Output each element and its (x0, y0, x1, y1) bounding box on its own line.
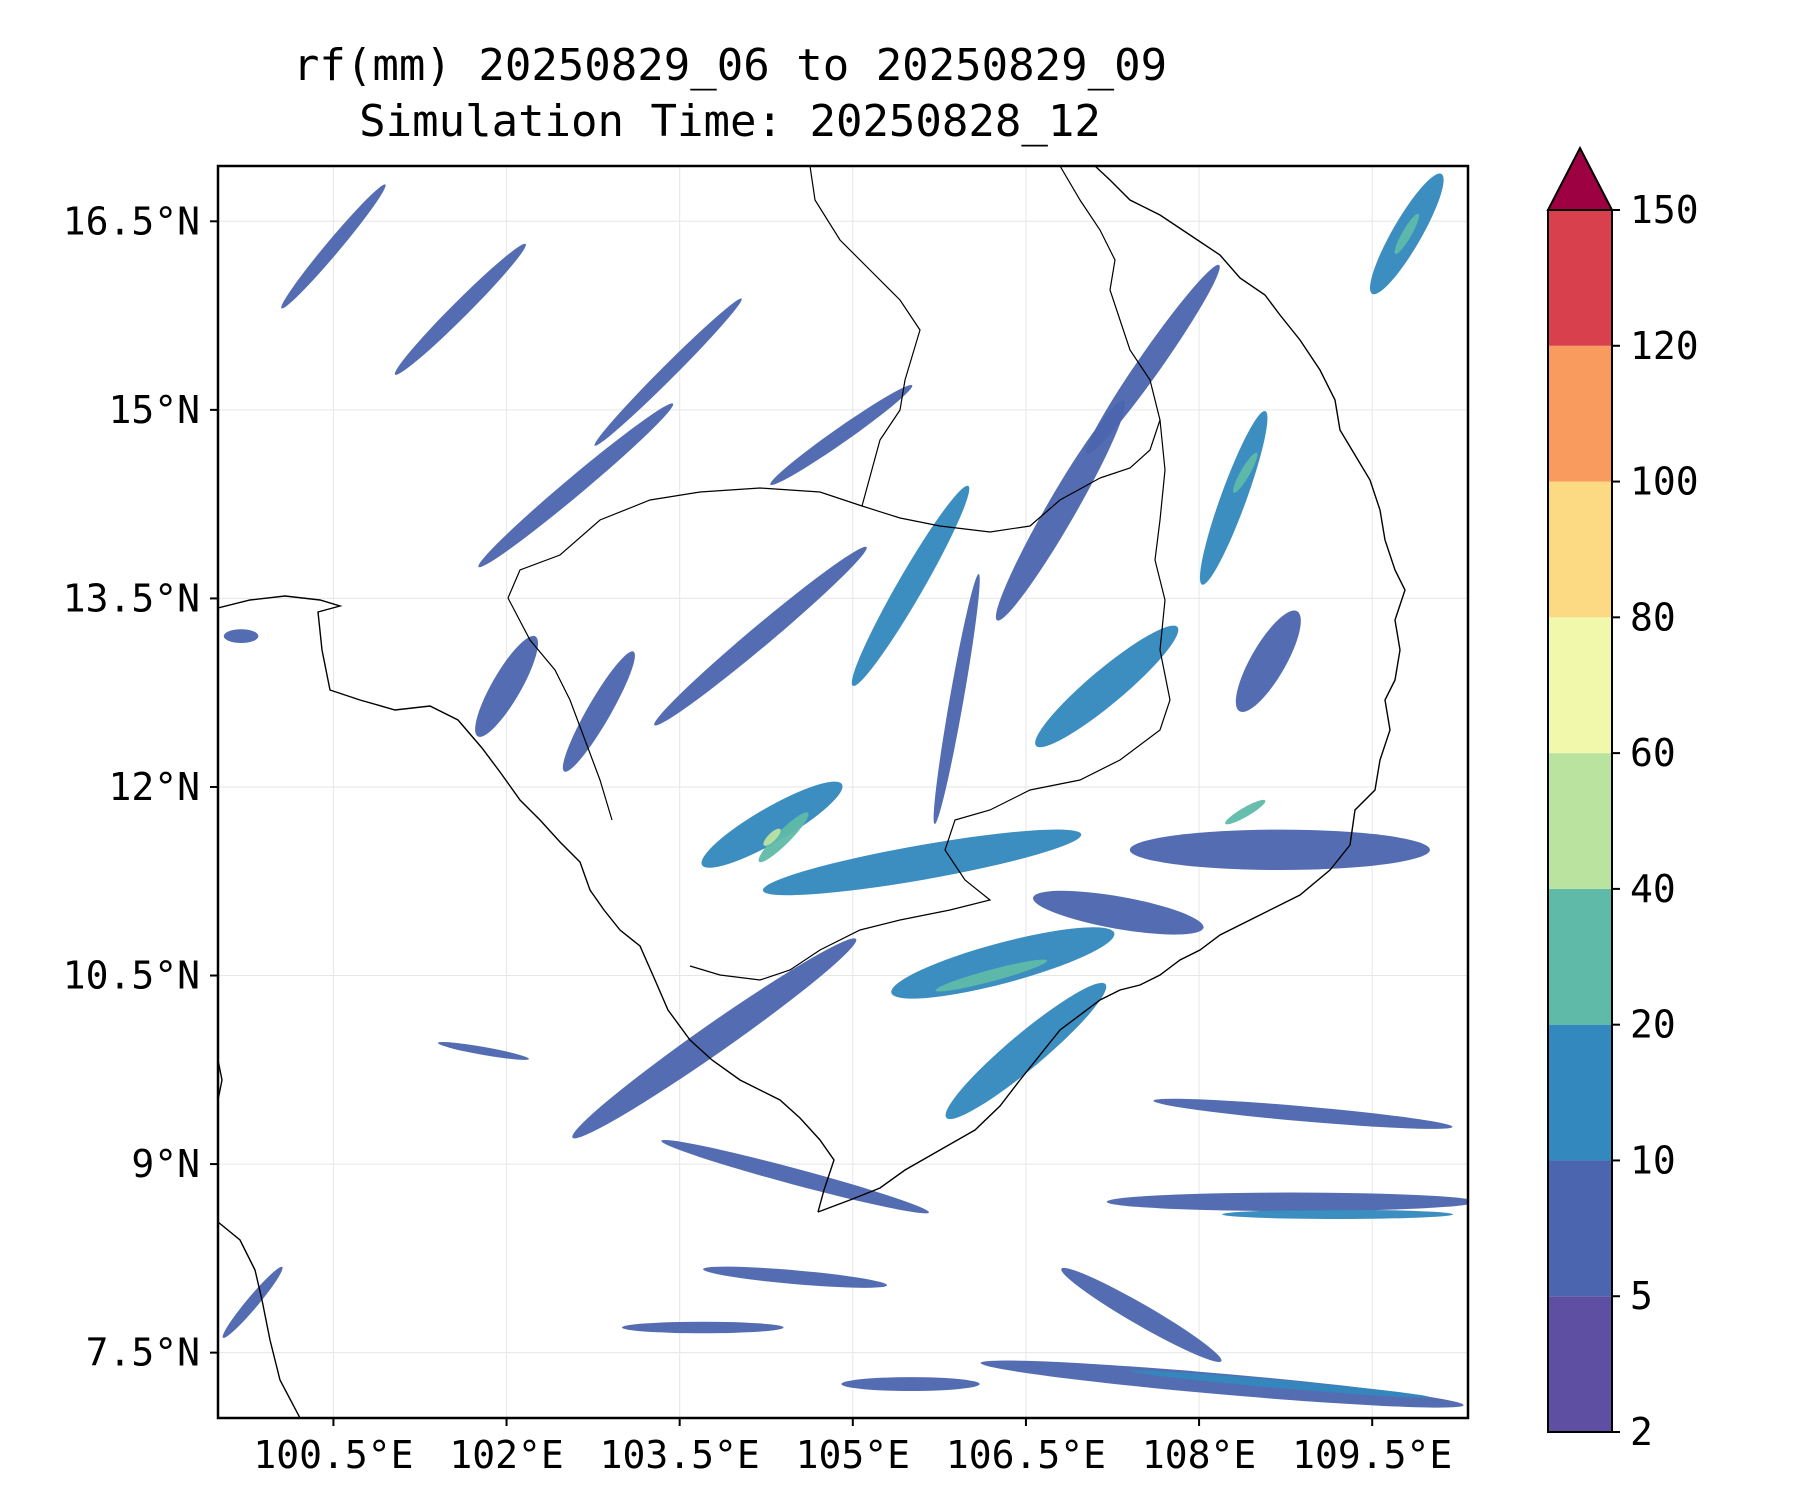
plot-title: rf(mm) 20250829_06 to 20250829_09 (292, 40, 1168, 91)
y-tick-label-6: 7.5°N (86, 1331, 200, 1375)
colorbar: 2 5 10 20 40 60 80 100 120 150 (1546, 145, 1699, 1454)
y-tick-label-3: 12°N (108, 765, 200, 809)
y-tick-label-4: 10.5°N (63, 954, 200, 998)
country-borders (507, 166, 1171, 981)
colorbar-segment-8 (1548, 210, 1612, 346)
colorbar-segment-5 (1548, 617, 1612, 754)
rain-cell-31 (703, 1266, 888, 1288)
colorbar-label-8: 120 (1630, 324, 1699, 368)
rain-cell-20 (891, 927, 1115, 999)
rain-cell-12 (1235, 610, 1301, 712)
rain-cell-19 (762, 829, 1082, 896)
rain-cell-29 (1153, 1098, 1453, 1129)
colorbar-label-9: 150 (1630, 188, 1699, 232)
rain-cell-24 (1129, 829, 1430, 871)
rain-cell-23 (945, 982, 1107, 1120)
rain-cell-8 (1086, 264, 1220, 455)
rain-cell-16 (701, 781, 843, 868)
colorbar-label-3: 20 (1630, 1003, 1676, 1047)
colorbar-segment-7 (1548, 345, 1612, 482)
x-tick-label-1: 102°E (449, 1433, 563, 1477)
coastline-malay-peninsula (218, 1221, 301, 1418)
border-thailand-cambodia-south (507, 597, 613, 821)
y-tick-label-0: 16.5°N (63, 199, 200, 243)
rain-cell-37 (222, 1266, 283, 1338)
rain-cell-30 (1222, 1209, 1453, 1219)
rain-cell-6 (851, 485, 970, 687)
rain-cell-0 (281, 184, 386, 309)
colorbar-label-0: 2 (1630, 1410, 1653, 1454)
plot-frame (216, 164, 1470, 1420)
colorbar-extend-arrow (1546, 145, 1614, 211)
border-thailand-cambodia (507, 477, 1101, 599)
colorbar-label-5: 60 (1630, 731, 1676, 775)
x-tick-label-6: 109.5°E (1292, 1433, 1452, 1477)
y-tick-label-1: 15°N (108, 388, 200, 432)
colorbar-segment-3 (1548, 888, 1612, 1025)
rain-cell-10 (1233, 452, 1258, 493)
rain-cell-41 (933, 573, 980, 825)
y-tick-label-2: 13.5°N (63, 576, 200, 620)
colorbar-label-2: 10 (1630, 1138, 1676, 1182)
rain-cell-2 (478, 403, 674, 568)
x-tick-label-2: 103.5°E (600, 1433, 760, 1477)
rain-cell-5 (654, 546, 867, 726)
x-tick-label-0: 100.5°E (253, 1433, 413, 1477)
rain-cell-18 (763, 828, 781, 846)
coastline-south-central-vietnam (1094, 166, 1406, 846)
y-axis: 16.5°N 15°N 13.5°N 12°N 10.5°N 9°N 7.5°N (63, 199, 218, 1375)
coastline-mekong-delta (817, 844, 1351, 1213)
colorbar-label-6: 80 (1630, 595, 1676, 639)
colorbar-label-7: 100 (1630, 460, 1699, 504)
border-laos-thailand (809, 166, 921, 507)
colorbar-label-4: 40 (1630, 867, 1676, 911)
rain-cell-11 (1035, 625, 1179, 748)
rain-cell-3 (594, 298, 742, 446)
colorbar-segment-2 (1548, 1024, 1612, 1161)
rain-cell-33 (1061, 1267, 1222, 1362)
x-axis: 100.5°E 102°E 103.5°E 105°E 106.5°E 108°E 109.… (253, 1418, 1452, 1477)
rain-cell-14 (1394, 213, 1420, 255)
rain-cell-34 (980, 1360, 1464, 1408)
border-laos-vietnam (1059, 166, 1161, 479)
rain-cell-32 (621, 1321, 784, 1334)
rain-cell-36 (841, 1377, 980, 1391)
rain-cell-15 (475, 635, 538, 737)
border-cambodia-vietnam (689, 419, 1171, 981)
x-tick-label-4: 106.5°E (946, 1433, 1106, 1477)
coastline-malay-west (218, 1059, 223, 1101)
colorbar-label-1: 5 (1630, 1274, 1653, 1318)
x-tick-label-3: 105°E (796, 1433, 910, 1477)
coastline-gulf-thailand (218, 595, 835, 1213)
map-background (218, 166, 1468, 1418)
rain-cell-1 (394, 243, 526, 375)
x-tick-label-5: 108°E (1142, 1433, 1256, 1477)
y-tick-label-5: 9°N (131, 1142, 200, 1186)
colorbar-frame (1547, 209, 1613, 1433)
rain-cell-25 (1225, 799, 1266, 825)
colorbar-segment-0 (1548, 1296, 1612, 1432)
rain-cell-26 (1032, 890, 1204, 935)
coastline (218, 166, 1406, 1418)
rain-cell-17 (758, 812, 809, 863)
rain-cell-40 (562, 651, 635, 772)
rain-cell-35 (1130, 1370, 1430, 1398)
rain-cell-7 (995, 400, 1126, 621)
colorbar-segment-1 (1548, 1160, 1612, 1297)
rain-cell-9 (1199, 410, 1268, 585)
rain-cell-22 (572, 938, 857, 1139)
plot-subtitle: Simulation Time: 20250828_12 (359, 96, 1101, 147)
rain-cell-21 (935, 959, 1048, 992)
colorbar-segment-6 (1548, 481, 1612, 618)
rain-cell-39 (437, 1042, 529, 1060)
rain-cell-28 (1106, 1192, 1468, 1212)
rain-cell-4 (770, 384, 913, 486)
colorbar-segment-4 (1548, 753, 1612, 889)
rain-cell-38 (223, 629, 259, 644)
rainfall-field (222, 173, 1468, 1408)
